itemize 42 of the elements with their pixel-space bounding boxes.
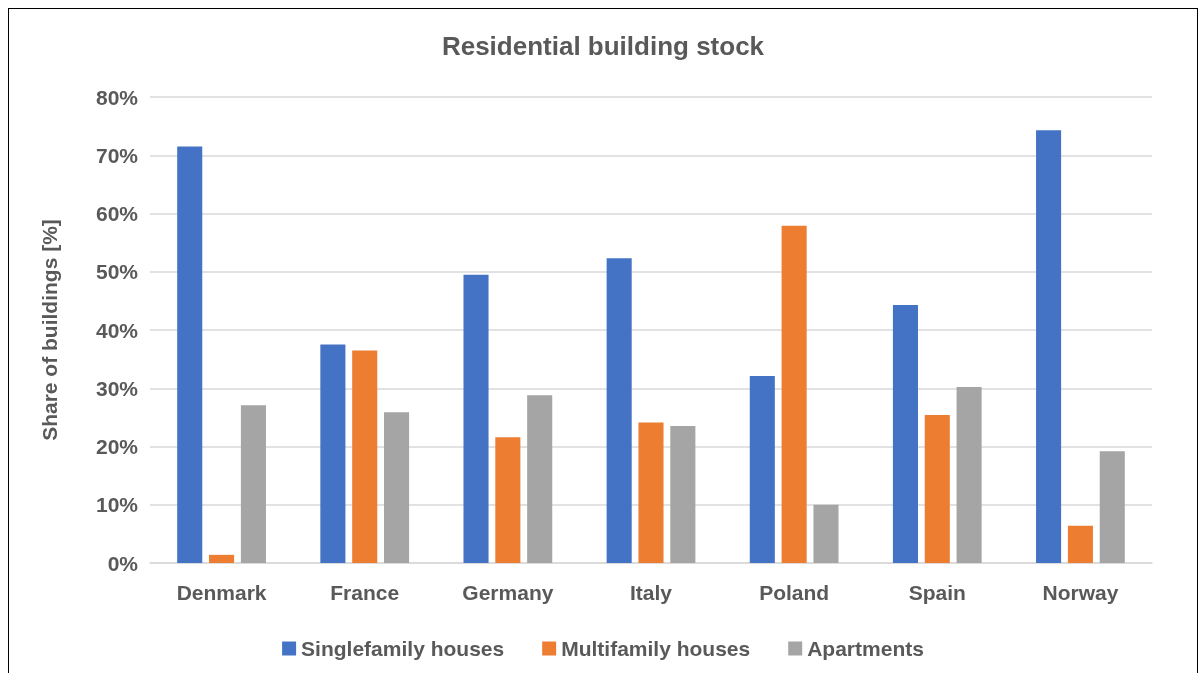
- y-tick-label: 30%: [95, 376, 139, 400]
- bar: [352, 350, 378, 563]
- bar: [320, 344, 346, 563]
- bar: [384, 412, 410, 563]
- bar: [924, 415, 950, 563]
- bar: [813, 504, 839, 563]
- y-tick-label: 80%: [95, 85, 139, 109]
- y-axis-title: Share of buildings [%]: [38, 219, 61, 441]
- legend-label: Apartments: [807, 637, 924, 660]
- bar: [670, 426, 696, 563]
- x-tick-label: Denmark: [176, 581, 267, 604]
- bar: [1099, 451, 1125, 563]
- bar: [209, 554, 235, 563]
- y-tick-label: 10%: [95, 493, 139, 517]
- bar: [463, 274, 489, 563]
- bar: [606, 258, 632, 563]
- legend-label: Multifamily houses: [561, 637, 751, 660]
- bar: [1036, 130, 1062, 563]
- bar: [892, 304, 918, 563]
- bar: [240, 405, 266, 563]
- bar: [956, 387, 982, 563]
- bar: [527, 395, 553, 563]
- x-tick-label: Poland: [759, 581, 830, 604]
- bar: [749, 376, 775, 563]
- x-tick-label: Germany: [462, 581, 554, 604]
- legend-label: Singlefamily houses: [301, 637, 505, 660]
- y-tick-label: 40%: [95, 318, 139, 342]
- y-tick-label: 70%: [95, 143, 139, 167]
- x-tick-label: Norway: [1042, 581, 1119, 604]
- chart-title: Residential building stock: [441, 31, 765, 61]
- bar: [177, 146, 203, 563]
- x-tick-label: Italy: [629, 581, 673, 604]
- y-tick-label: 20%: [95, 435, 139, 458]
- bar: [1067, 525, 1093, 563]
- y-tick-label: 0%: [107, 551, 139, 575]
- bar: [638, 422, 664, 563]
- y-tick-label: 60%: [95, 202, 139, 225]
- y-tick-label: 50%: [95, 260, 139, 284]
- bar: [495, 437, 521, 563]
- x-tick-label: France: [330, 581, 400, 604]
- x-tick-label: Spain: [908, 581, 966, 604]
- bar: [781, 225, 807, 563]
